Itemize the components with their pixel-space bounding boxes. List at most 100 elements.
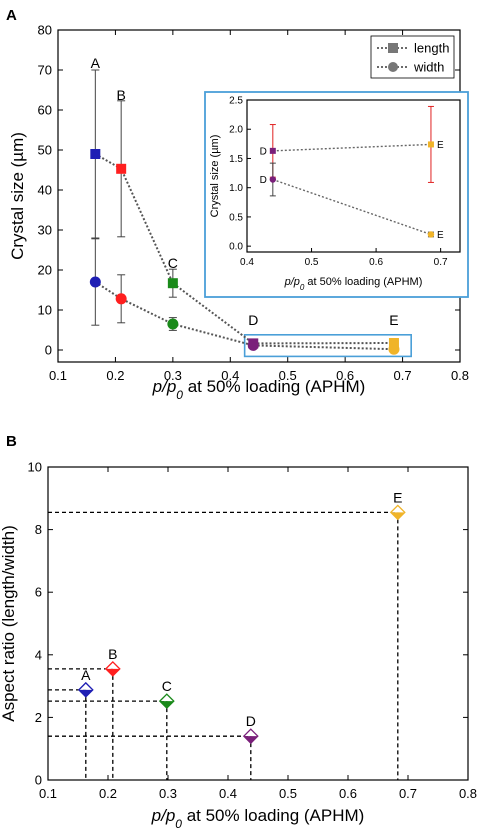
y-tick-label: 50 <box>38 143 52 158</box>
y-axis-label: Crystal size (µm) <box>8 132 27 260</box>
zoom-region-box <box>243 333 412 358</box>
inset-y-axis-label: Crystal size (µm) <box>209 135 221 218</box>
b-y-tick-label: 0 <box>35 773 42 788</box>
y-tick-label: 0 <box>45 343 52 358</box>
x-axis-label: p/p0 at 50% loading (APHM) <box>152 377 366 402</box>
b-point-top <box>159 694 174 702</box>
point-label: A <box>91 55 101 71</box>
b-point-label: A <box>81 667 91 683</box>
panel-a-chart: 0.1 0.2 0.3 0.4 0.5 0.6 0.7 0.8 0 10 20 30 40 50 60 70 8… <box>8 23 469 403</box>
b-x-tick-label: 0.8 <box>459 786 477 801</box>
point-label: B <box>116 87 125 103</box>
b-x-tick-label: 0.7 <box>399 786 417 801</box>
inset-x-tick-label: 0.6 <box>369 257 383 268</box>
legend-marker <box>388 62 398 72</box>
inset-length-point <box>427 141 434 148</box>
inset-width-point <box>269 176 277 183</box>
y-tick-label: 70 <box>38 63 52 78</box>
panel-b-chart: 0.1 0.2 0.3 0.4 0.5 0.6 0.7 0.8 0 2 4 6 8 10 p/p0 at 5… <box>0 460 477 832</box>
panel-a-inset-chart: 0.4 0.5 0.6 0.7 0.0 0.5 1.0 1.5 2.0 2.5 p/p0 at 50… <box>204 91 469 298</box>
inset-y-tick-label: 1.5 <box>229 154 243 165</box>
x-tick-label: 0.3 <box>164 368 182 383</box>
inset-x-tick-label: 0.4 <box>240 257 254 268</box>
panel-b-frame <box>47 466 469 781</box>
b-y-tick-label: 6 <box>35 585 42 600</box>
inset-point-label: E <box>437 230 444 241</box>
legend-box <box>370 35 455 79</box>
legend-label: length <box>414 41 449 56</box>
b-point-top <box>78 682 93 690</box>
length-point <box>116 163 127 174</box>
inset-point-label: D <box>260 146 267 157</box>
y-tick-label: 40 <box>38 183 52 198</box>
inset-y-tick-label: 0.5 <box>229 212 243 223</box>
b-point-bottom <box>105 668 120 676</box>
b-point-label: C <box>162 678 172 694</box>
b-y-axis-label: Aspect ratio (length/width) <box>0 525 18 722</box>
y-tick-label: 80 <box>38 23 52 38</box>
b-y-tick-label: 4 <box>35 647 42 662</box>
b-x-tick-label: 0.5 <box>279 786 297 801</box>
b-x-tick-label: 0.2 <box>99 786 117 801</box>
b-point-bottom <box>78 689 93 697</box>
b-x-tick-label: 0.6 <box>339 786 357 801</box>
length-point <box>167 278 178 289</box>
width-point <box>167 318 179 330</box>
inset-y-tick-label: 0.0 <box>229 242 243 253</box>
y-tick-label: 60 <box>38 103 52 118</box>
b-x-tick-label: 0.3 <box>159 786 177 801</box>
inset-x-tick-label: 0.7 <box>434 257 448 268</box>
inset-x-axis-label: p/p0 at 50% loading (APHM) <box>284 276 423 292</box>
b-point <box>389 504 406 521</box>
b-x-tick-label: 0.4 <box>219 786 237 801</box>
y-tick-label: 30 <box>38 223 52 238</box>
y-tick-label: 20 <box>38 263 52 278</box>
width-point <box>247 339 259 351</box>
b-point <box>104 660 121 677</box>
length-point <box>90 149 101 159</box>
x-tick-label: 0.6 <box>336 368 354 383</box>
b-point <box>77 681 94 698</box>
b-y-tick-label: 8 <box>35 522 42 537</box>
width-point <box>388 343 400 355</box>
inset-y-tick-label: 2.0 <box>229 125 243 136</box>
inset-y-tick-label: 2.5 <box>229 96 243 107</box>
inset-length-point <box>269 147 276 154</box>
b-point-top <box>243 729 258 737</box>
width-point <box>89 276 101 288</box>
b-point-bottom <box>243 736 258 744</box>
panel-b-label: B <box>6 433 17 450</box>
inset-width-point <box>427 231 435 238</box>
b-point-bottom <box>159 701 174 709</box>
b-point <box>158 693 175 710</box>
point-label: C <box>168 255 178 271</box>
inset-border <box>204 91 469 298</box>
b-point-top <box>105 661 120 669</box>
length-point <box>388 338 399 348</box>
x-tick-label: 0.7 <box>394 368 412 383</box>
legend-label: width <box>413 60 444 75</box>
inset-x-tick-label: 0.5 <box>305 257 319 268</box>
b-y-tick-label: 2 <box>35 710 42 725</box>
b-point <box>242 728 259 745</box>
x-tick-label: 0.1 <box>49 368 67 383</box>
inset-frame <box>246 99 461 253</box>
x-tick-label: 0.8 <box>451 368 469 383</box>
inset-point-label: E <box>437 140 444 151</box>
legend-marker <box>388 43 398 53</box>
x-tick-label: 0.5 <box>279 368 297 383</box>
b-x-tick-label: 0.1 <box>39 786 57 801</box>
y-tick-label: 10 <box>38 303 52 318</box>
x-tick-label: 0.2 <box>106 368 124 383</box>
x-tick-label: 0.4 <box>221 368 239 383</box>
point-label: E <box>389 312 398 328</box>
inset-y-tick-label: 1.0 <box>229 183 243 194</box>
b-point-label: B <box>108 646 117 662</box>
point-label: D <box>248 312 258 328</box>
b-point-bottom <box>390 512 405 520</box>
b-point-top <box>390 505 405 513</box>
panel-a-label: A <box>6 7 17 24</box>
b-y-tick-label: 10 <box>28 460 42 475</box>
b-point-label: E <box>393 489 402 505</box>
